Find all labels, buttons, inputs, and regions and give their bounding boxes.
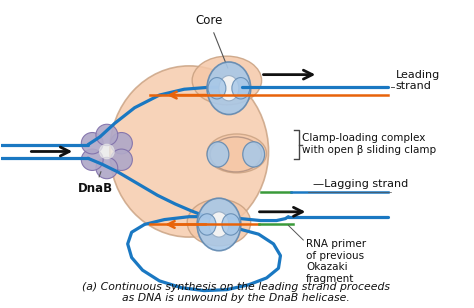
Circle shape <box>110 149 132 170</box>
Circle shape <box>96 124 118 146</box>
Ellipse shape <box>198 214 216 235</box>
Text: Leading
strand: Leading strand <box>395 70 440 91</box>
Ellipse shape <box>222 214 240 235</box>
Ellipse shape <box>243 142 264 167</box>
Circle shape <box>82 149 103 170</box>
Ellipse shape <box>219 75 239 101</box>
Text: Clamp-loading complex
with open β sliding clamp: Clamp-loading complex with open β slidin… <box>302 133 437 155</box>
Ellipse shape <box>187 199 251 246</box>
Ellipse shape <box>207 142 229 167</box>
Ellipse shape <box>110 66 269 237</box>
Ellipse shape <box>208 78 226 99</box>
Circle shape <box>99 144 115 159</box>
Ellipse shape <box>232 78 250 99</box>
Text: Core: Core <box>195 14 228 68</box>
Circle shape <box>82 132 103 154</box>
Text: DnaB: DnaB <box>77 172 112 195</box>
Text: (a) Continuous synthesis on the leading strand proceeds
as DNA is unwound by the: (a) Continuous synthesis on the leading … <box>82 282 390 303</box>
Ellipse shape <box>209 212 229 237</box>
Ellipse shape <box>192 56 262 105</box>
Text: —Lagging strand: —Lagging strand <box>313 180 409 189</box>
Text: RNA primer
of previous
Okazaki
fragment: RNA primer of previous Okazaki fragment <box>306 239 366 284</box>
Circle shape <box>110 132 132 154</box>
Ellipse shape <box>197 198 241 251</box>
Circle shape <box>96 157 118 179</box>
Ellipse shape <box>207 62 251 115</box>
Ellipse shape <box>210 137 262 172</box>
Ellipse shape <box>207 134 266 173</box>
